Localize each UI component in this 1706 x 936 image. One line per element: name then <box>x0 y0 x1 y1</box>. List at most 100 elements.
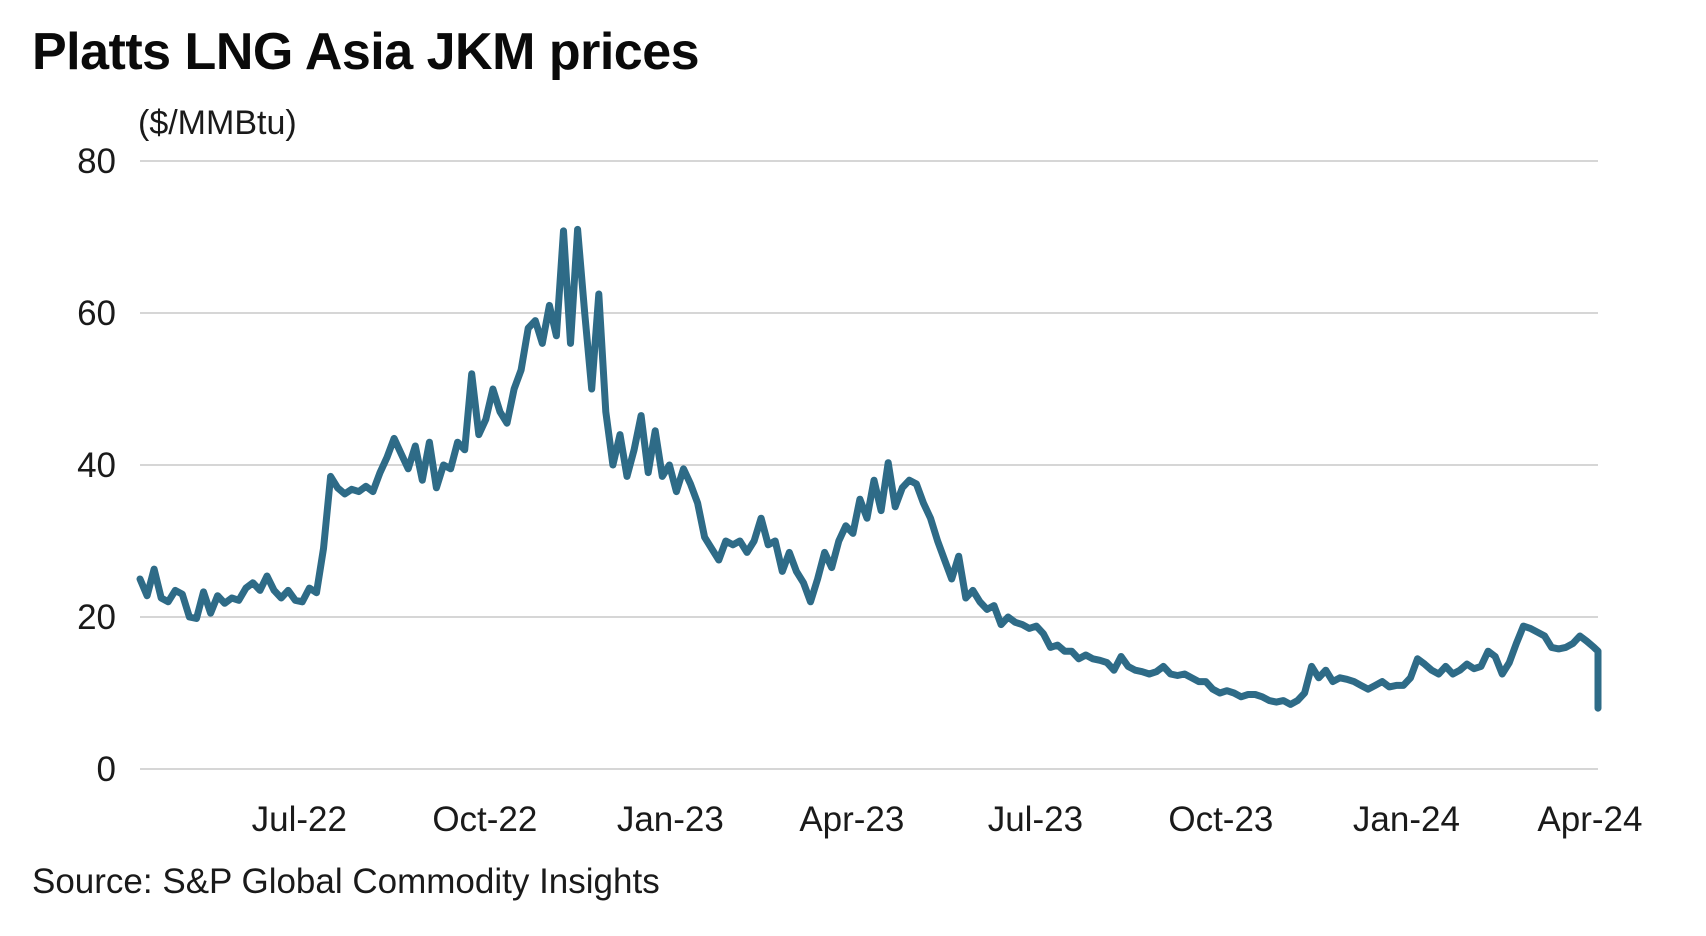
data-point <box>1452 673 1454 675</box>
data-point <box>880 510 882 512</box>
data-point <box>1035 625 1037 627</box>
data-point <box>1537 631 1538 633</box>
x-axis-ticks: Jul-22 Oct-22 Jan-23 Apr-23 Jul-23 Oct-23 Jan-… <box>252 800 1643 839</box>
data-point <box>1597 650 1599 652</box>
data-point <box>852 532 854 534</box>
data-point <box>435 487 437 489</box>
data-point <box>139 578 141 580</box>
data-point <box>245 587 247 589</box>
data-point <box>838 540 840 542</box>
data-point <box>1064 650 1066 652</box>
data-point <box>428 441 430 443</box>
data-point <box>393 437 395 439</box>
data-point <box>167 601 169 603</box>
data-point <box>739 540 741 542</box>
data-point <box>605 411 607 413</box>
data-point <box>1597 677 1599 679</box>
data-point <box>541 342 543 344</box>
data-point <box>316 592 317 594</box>
data-point <box>1240 696 1242 698</box>
series-line-jkm <box>136 225 1602 712</box>
data-point <box>612 464 614 466</box>
data-point <box>1247 694 1249 695</box>
data-point <box>781 570 783 572</box>
data-point <box>1508 662 1510 664</box>
data-point <box>1597 701 1599 703</box>
data-point <box>1275 701 1277 703</box>
data-point <box>210 612 212 614</box>
data-point <box>1597 665 1599 667</box>
data-point <box>1597 707 1599 709</box>
data-point <box>1212 688 1214 690</box>
data-point <box>146 595 148 597</box>
data-points <box>139 228 1599 709</box>
data-point <box>972 589 974 591</box>
data-point <box>351 488 353 490</box>
data-point <box>1593 646 1595 648</box>
data-point <box>1120 656 1122 657</box>
data-point <box>1572 643 1574 645</box>
chart-title: Platts LNG Asia JKM prices <box>32 23 700 81</box>
data-point <box>1445 665 1447 667</box>
data-point <box>450 468 452 470</box>
data-point <box>1014 621 1016 623</box>
data-point <box>231 597 233 599</box>
data-point <box>1597 692 1599 694</box>
data-point <box>563 230 564 232</box>
data-point <box>1184 673 1186 675</box>
data-point <box>1085 654 1087 656</box>
data-point <box>1191 677 1193 679</box>
data-point <box>1597 698 1599 700</box>
data-point <box>217 595 219 597</box>
data-point <box>160 597 162 599</box>
data-point <box>1374 684 1376 686</box>
data-point <box>181 593 183 595</box>
data-point <box>1339 677 1341 679</box>
data-point <box>626 475 628 477</box>
data-point <box>1597 678 1599 680</box>
data-point <box>661 475 663 477</box>
data-point <box>520 369 522 371</box>
x-tick-label: Jul-23 <box>988 800 1083 839</box>
data-point <box>1261 696 1263 698</box>
y-tick-label: 80 <box>77 142 116 181</box>
data-point <box>1597 686 1599 688</box>
data-point <box>986 608 988 610</box>
data-point <box>1597 706 1599 708</box>
data-point <box>683 468 684 470</box>
data-point <box>577 228 579 230</box>
data-point <box>407 468 409 470</box>
data-point <box>584 312 586 314</box>
data-point <box>1424 663 1426 665</box>
data-point <box>1028 627 1030 629</box>
data-point <box>443 464 444 466</box>
data-point <box>478 434 480 436</box>
data-point <box>1311 665 1313 667</box>
data-point <box>1395 684 1397 686</box>
data-point <box>958 555 960 557</box>
data-point <box>591 388 593 390</box>
y-tick-label: 0 <box>97 750 116 789</box>
data-point <box>1597 683 1599 685</box>
data-point <box>273 589 275 591</box>
data-point <box>894 506 896 508</box>
data-point <box>506 422 508 424</box>
data-point <box>1597 697 1599 699</box>
data-point <box>1050 646 1051 648</box>
data-point <box>1565 646 1567 648</box>
data-point <box>1290 703 1291 705</box>
data-point <box>1597 700 1599 702</box>
data-point <box>358 491 360 493</box>
data-point <box>294 599 296 601</box>
data-point <box>873 479 875 481</box>
data-point <box>238 599 240 601</box>
data-point <box>1042 633 1044 635</box>
data-point <box>1021 624 1023 626</box>
data-point <box>831 567 833 569</box>
data-point <box>323 548 324 550</box>
data-point <box>1360 684 1362 686</box>
x-tick-label: Jan-23 <box>617 800 724 839</box>
data-point <box>1297 700 1298 702</box>
x-tick-label: Jan-24 <box>1353 800 1460 839</box>
data-point <box>915 483 917 485</box>
